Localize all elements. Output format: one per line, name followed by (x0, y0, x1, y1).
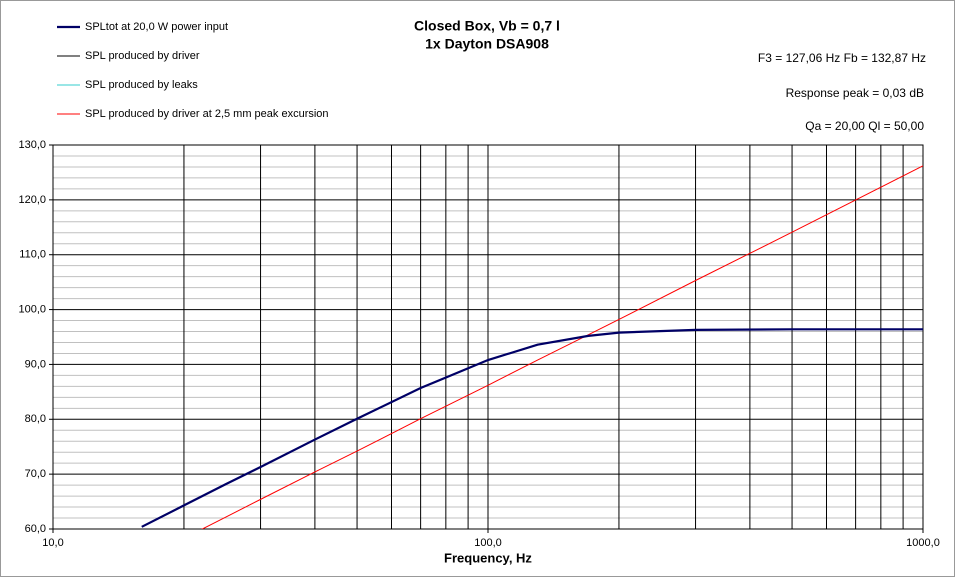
chart-subtitle: 1x Dayton DSA908 (425, 36, 549, 52)
series-line (141, 328, 923, 528)
plot-lines (141, 165, 923, 529)
y-tick-label: 70,0 (25, 468, 46, 480)
y-tick-label: 100,0 (18, 303, 46, 315)
annotation: Response peak = 0,03 dB (786, 86, 924, 100)
annotation: F3 = 127,06 Hz Fb = 132,87 Hz (758, 51, 926, 65)
legend-label: SPL produced by leaks (85, 79, 198, 91)
legend-label: SPL produced by driver at 2,5 mm peak ex… (85, 108, 329, 120)
x-tick-label: 1000,0 (906, 537, 940, 549)
chart-title: Closed Box, Vb = 0,7 l (414, 18, 560, 34)
y-tick-label: 60,0 (25, 523, 46, 535)
y-tick-label: 120,0 (18, 194, 46, 206)
legend-label: SPLtot at 20,0 W power input (85, 21, 228, 33)
x-tick-label: 100,0 (474, 537, 502, 549)
annotation: Qa = 20,00 Ql = 50,00 (805, 119, 924, 133)
y-tick-label: 110,0 (19, 249, 46, 261)
series-line (201, 165, 923, 529)
y-tick-label: 90,0 (25, 358, 46, 370)
x-axis-label: Frequency, Hz (444, 550, 532, 565)
y-tick-label: 80,0 (25, 413, 46, 425)
x-tick-label: 10,0 (42, 537, 63, 549)
plot-border (52, 144, 924, 530)
legend-label: SPL produced by driver (85, 50, 200, 62)
y-tick-label: 130,0 (18, 139, 46, 151)
